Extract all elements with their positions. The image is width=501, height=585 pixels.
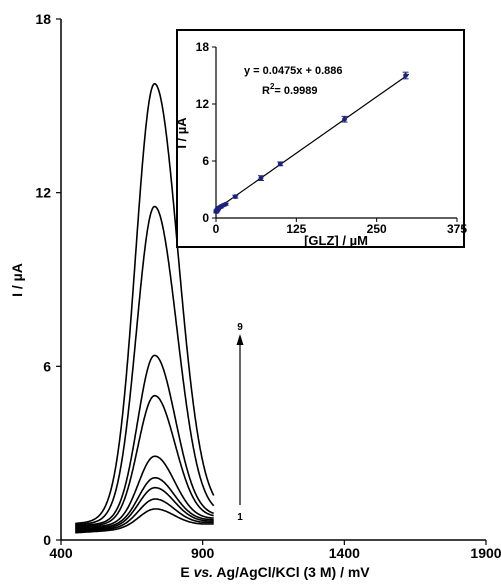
dpv-curve-3 [75, 486, 214, 532]
dpv-curve-4 [75, 477, 214, 531]
main-y-tick-label: 18 [35, 11, 51, 27]
dpv-curve-9 [75, 83, 215, 525]
inset-y-tick-label: 0 [202, 211, 209, 225]
inset-data-points [213, 71, 409, 215]
main-x-tick-label: 400 [49, 545, 73, 561]
data-point [403, 73, 408, 78]
inset-x-tick-label: 375 [447, 222, 467, 236]
dpv-curve-5 [75, 455, 214, 529]
arrow-head [236, 334, 244, 345]
data-point [223, 201, 229, 207]
main-x-tick-label: 900 [191, 545, 215, 561]
inset-x-ticks: 0 125 250 375 [213, 218, 467, 236]
data-point [277, 161, 283, 167]
main-x-ticks: 400 900 1400 1900 [49, 540, 501, 561]
inset-y-tick-label: 18 [196, 40, 210, 54]
main-x-tick-label: 1900 [470, 545, 501, 561]
dpv-curves [75, 83, 215, 534]
dpv-curve-8 [75, 205, 215, 526]
main-x-axis-title: E vs. Ag/AgCl/KCl (3 M) / mV [180, 564, 370, 580]
inset-x-tick-label: 250 [367, 222, 387, 236]
inset-x-tick-label: 125 [286, 222, 306, 236]
fit-line [215, 73, 410, 211]
main-y-ticks: 0 6 12 18 [35, 11, 61, 548]
curve-label-first: 1 [237, 512, 243, 523]
dpv-curve-6 [75, 394, 214, 528]
curve-label-last: 9 [237, 322, 243, 333]
inset-fit-line [215, 73, 410, 211]
dpv-curve-2 [75, 498, 214, 533]
fit-equation: y = 0.0475x + 0.886 [244, 65, 342, 77]
dpv-curve-1 [75, 508, 214, 534]
main-y-tick-label: 0 [43, 532, 51, 548]
inset-y-axis-title: I / µA [174, 117, 189, 149]
inset-x-axis-title: [GLZ] / µM [304, 233, 368, 248]
data-point [258, 175, 264, 181]
dpv-curve-7 [75, 354, 214, 527]
data-point [342, 116, 347, 122]
inset-y-ticks: 0 6 12 18 [196, 40, 216, 225]
inset-frame [176, 29, 465, 248]
inset-x-tick-label: 0 [213, 222, 220, 236]
main-x-tick-label: 1400 [329, 545, 360, 561]
inset-y-tick-label: 6 [202, 154, 209, 168]
main-y-tick-label: 12 [35, 185, 51, 201]
main-y-axis-title: I / µA [9, 263, 25, 297]
inset-y-tick-label: 12 [196, 97, 210, 111]
main-y-tick-label: 6 [43, 358, 51, 374]
data-point [232, 194, 238, 200]
r-squared: R2= 0.9989 [262, 82, 318, 97]
